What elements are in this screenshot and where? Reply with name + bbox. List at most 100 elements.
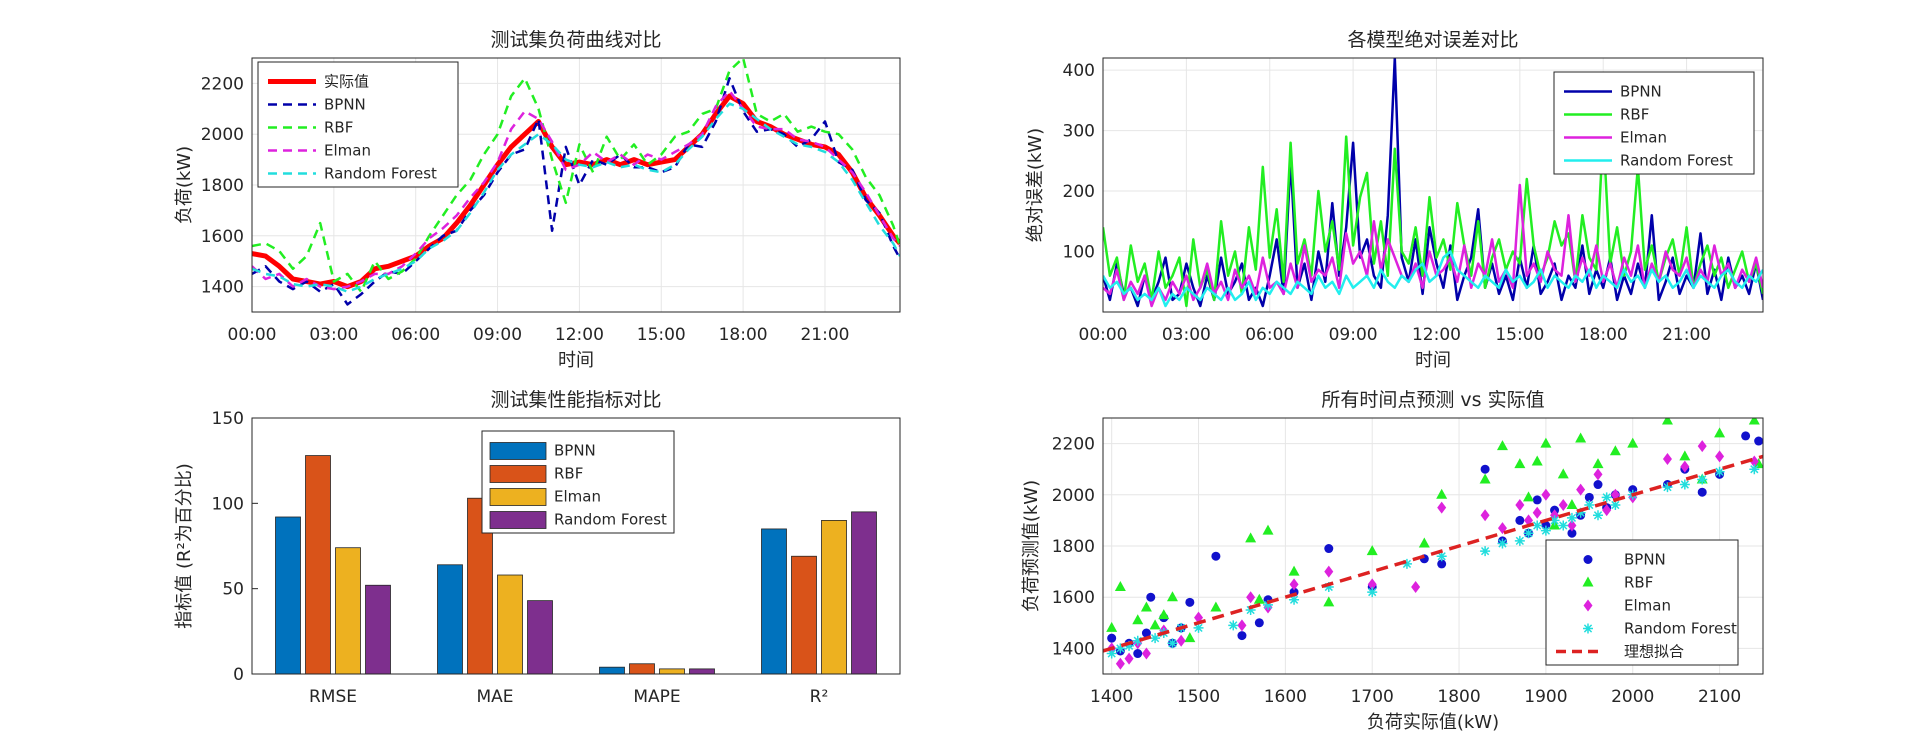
scatter-point-2 <box>1715 450 1725 463</box>
scatter-point-3 <box>1566 512 1577 523</box>
scatter-point-1 <box>1557 468 1569 479</box>
load_curve-legend-label: BPNN <box>324 96 366 114</box>
metrics-category-label: RMSE <box>309 687 357 707</box>
scatter-point-1 <box>1661 418 1673 425</box>
scatter-point-3 <box>1749 464 1760 475</box>
scatter-point-0 <box>1437 559 1447 569</box>
scatter-point-1 <box>1158 609 1170 620</box>
scatter-point-3 <box>1558 520 1569 531</box>
scatter-point-1 <box>1592 458 1604 469</box>
metrics-title: 测试集性能指标对比 <box>490 389 661 411</box>
scatter-point-1 <box>1523 491 1535 502</box>
scatter-point-2 <box>1515 499 1525 512</box>
scatter-point-3 <box>1367 587 1378 598</box>
scatter-ytick-label: 2200 <box>1052 435 1095 455</box>
scatter-point-3 <box>1245 605 1256 615</box>
scatter-point-1 <box>1514 458 1526 469</box>
abs_error-series-group <box>1103 58 1763 308</box>
abs_error-legend-label: RBF <box>1620 106 1649 124</box>
scatter-point-2 <box>1567 519 1577 532</box>
load_curve-frame <box>251 57 901 313</box>
scatter-point-3 <box>1610 500 1621 511</box>
metrics-bar-2-1 <box>497 574 523 675</box>
scatter-point-3 <box>1132 635 1143 646</box>
scatter-point-2 <box>1176 634 1186 647</box>
scatter-ylabel: 负荷预测值(kW) <box>1021 480 1042 612</box>
scatter-fit-line <box>1103 454 1763 653</box>
metrics-frame <box>251 417 901 675</box>
scatter-point-0 <box>1185 597 1195 607</box>
load_curve-ylabel: 负荷(kW) <box>174 146 195 224</box>
scatter-point-2 <box>1411 580 1421 593</box>
scatter-point-3 <box>1150 633 1161 644</box>
scatter-legend <box>1545 539 1739 666</box>
scatter-point-0 <box>1754 436 1763 446</box>
scatter-point-0 <box>1141 628 1151 638</box>
scatter-point-3 <box>1514 535 1525 546</box>
metrics-legend-label: Random Forest <box>554 511 667 529</box>
scatter-point-2 <box>1480 509 1490 522</box>
abs_error-series-line-2 <box>1103 183 1763 308</box>
scatter-ytick-label: 2000 <box>1052 486 1095 506</box>
metrics-bar-3-1 <box>527 600 553 675</box>
scatter-point-3 <box>1193 622 1204 633</box>
metrics-bar-1-2 <box>629 663 655 675</box>
metrics-bar-0-0 <box>275 516 301 675</box>
abs_error-ytick-label: 400 <box>1063 61 1095 81</box>
load_curve-xlabel: 时间 <box>558 350 594 371</box>
metrics-bar-0-1 <box>437 564 463 675</box>
scatter-point-3 <box>1575 507 1586 518</box>
scatter-point-3 <box>1662 482 1673 493</box>
load_curve-xtick-label: 18:00 <box>719 325 768 345</box>
load_curve-legend-label: RBF <box>324 119 353 137</box>
abs_error-legend-label: Random Forest <box>1620 152 1733 170</box>
scatter-point-2 <box>1124 652 1134 665</box>
scatter-xlabel: 负荷实际值(kW) <box>1367 712 1499 733</box>
scatter-legend-marker <box>1583 623 1593 634</box>
abs_error-xtick-label: 03:00 <box>1162 325 1211 345</box>
metrics-ytick-label: 150 <box>212 409 244 429</box>
metrics-bar-0-2 <box>599 666 625 675</box>
scatter-point-0 <box>1146 592 1156 602</box>
scatter-point-2 <box>1662 452 1672 465</box>
scatter-ytick-label: 1800 <box>1052 537 1095 557</box>
scatter-point-1 <box>1140 601 1152 612</box>
scatter-point-1 <box>1166 591 1178 602</box>
scatter-points-group <box>1103 418 1763 670</box>
scatter-point-1 <box>1531 455 1543 466</box>
abs_error-xtick-label: 12:00 <box>1412 325 1461 345</box>
scatter-point-1 <box>1575 432 1587 443</box>
scatter-point-2 <box>1680 460 1690 473</box>
load_curve-xtick-label: 12:00 <box>555 325 604 345</box>
metrics-bar-1-0 <box>305 455 331 675</box>
metrics-bar-2-0 <box>335 547 361 675</box>
load_curve-ytick-label: 2000 <box>201 125 244 145</box>
scatter-point-1 <box>1679 450 1691 461</box>
metrics-ytick-label: 100 <box>212 494 244 514</box>
scatter-point-1 <box>1210 601 1222 612</box>
abs_error-ytick-label: 300 <box>1063 122 1095 142</box>
metrics-legend-label: Elman <box>554 488 601 506</box>
scatter-point-3 <box>1532 520 1543 531</box>
scatter-point-3 <box>1593 510 1603 521</box>
scatter-point-0 <box>1133 649 1143 659</box>
scatter-frame <box>1102 417 1764 675</box>
abs_error-legend <box>1553 71 1755 175</box>
scatter-legend-marker <box>1582 576 1594 587</box>
scatter-point-0 <box>1515 515 1525 525</box>
scatter-point-2 <box>1541 488 1551 501</box>
scatter-ytick-label: 1400 <box>1052 639 1095 659</box>
scatter-point-1 <box>1436 488 1448 499</box>
scatter-point-2 <box>1437 501 1447 514</box>
scatter-point-3 <box>1228 620 1239 631</box>
scatter-xtick-label: 1700 <box>1351 687 1394 707</box>
scatter-point-3 <box>1480 546 1491 557</box>
scatter-xtick-label: 1800 <box>1437 687 1480 707</box>
scatter-point-1 <box>1245 532 1257 543</box>
scatter-point-3 <box>1167 638 1178 649</box>
scatter-point-3 <box>1523 528 1534 539</box>
scatter-point-3 <box>1115 643 1126 654</box>
metrics-bar-0-3 <box>761 528 787 675</box>
abs_error-legend-label: BPNN <box>1620 83 1662 101</box>
